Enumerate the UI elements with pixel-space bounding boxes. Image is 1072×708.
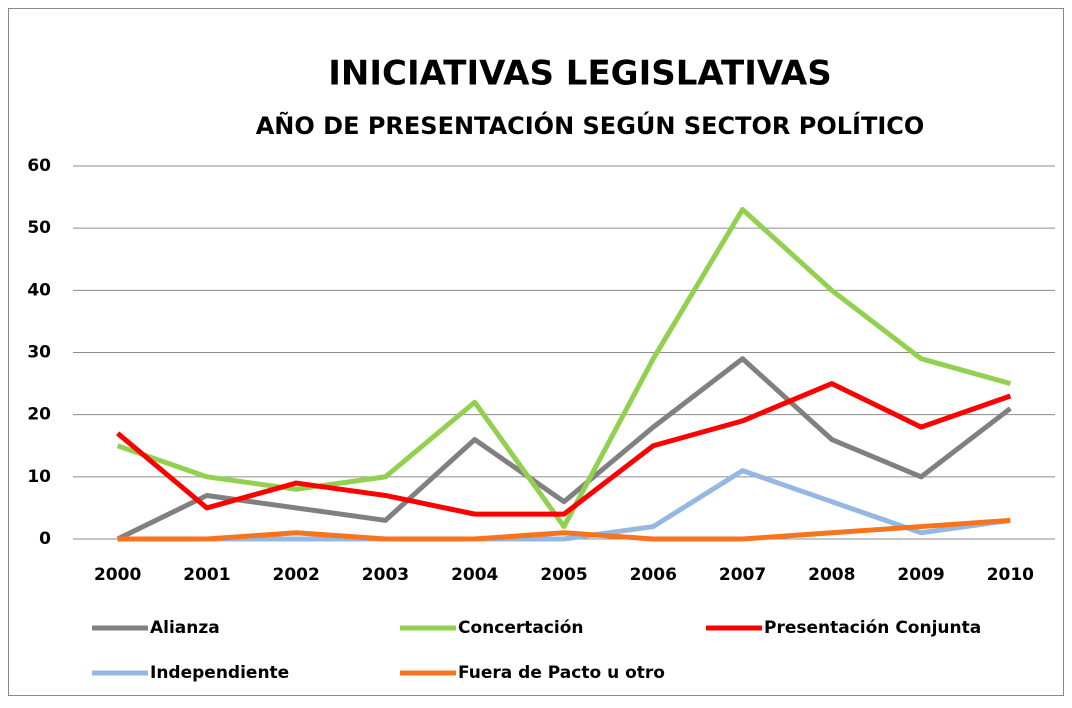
series-line — [117, 517, 1011, 542]
y-tick-label: 10 — [27, 467, 51, 487]
y-tick-label: 30 — [27, 343, 51, 363]
series-line — [117, 468, 1011, 542]
x-tick-label: 2010 — [987, 565, 1034, 585]
y-tick-label: 20 — [27, 405, 51, 425]
chart-title: INICIATIVAS LEGISLATIVAS — [328, 54, 831, 94]
legend-label: Alianza — [150, 618, 220, 638]
chart-subtitle: AÑO DE PRESENTACIÓN SEGÚN SECTOR POLÍTIC… — [256, 110, 925, 140]
y-tick-label: 60 — [27, 156, 51, 176]
legend-label: Independiente — [150, 663, 289, 683]
x-tick-label: 2004 — [451, 565, 498, 585]
legend-label: Presentación Conjunta — [764, 618, 981, 638]
y-tick-label: 0 — [39, 529, 51, 549]
series-line — [116, 381, 1012, 517]
y-tick-label: 50 — [27, 218, 51, 238]
x-tick-label: 2005 — [540, 565, 587, 585]
x-tick-label: 2002 — [273, 565, 320, 585]
x-tick-label: 2003 — [362, 565, 409, 585]
y-tick-label: 40 — [27, 280, 51, 300]
x-tick-label: 2000 — [94, 565, 141, 585]
legend-label: Concertación — [458, 618, 584, 638]
legend-label: Fuera de Pacto u otro — [458, 663, 665, 683]
x-tick-label: 2007 — [719, 565, 766, 585]
series-line — [116, 207, 1012, 530]
x-tick-label: 2009 — [897, 565, 944, 585]
x-tick-label: 2008 — [808, 565, 855, 585]
x-tick-label: 2006 — [630, 565, 677, 585]
series-line — [116, 356, 1012, 542]
x-tick-label: 2001 — [183, 565, 230, 585]
